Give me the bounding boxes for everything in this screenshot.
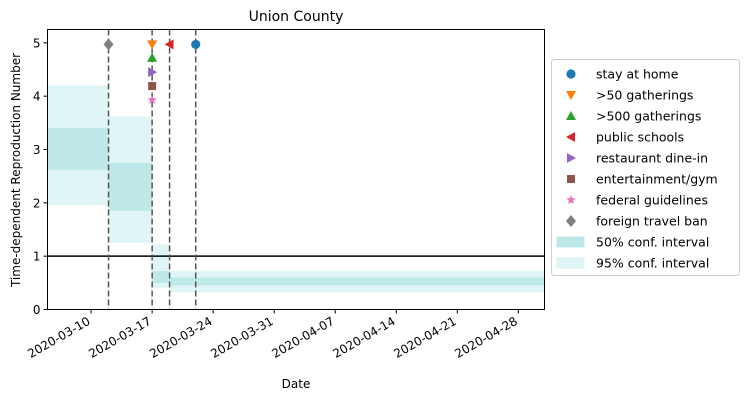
legend-label: >50 gatherings: [596, 88, 693, 103]
chart-title: Union County: [249, 9, 344, 25]
intervention-marker: [147, 94, 157, 104]
x-tick-label: 2020-04-28: [452, 314, 519, 361]
legend-label: public schools: [596, 130, 684, 145]
y-axis: 0 1 2 3 4 5: [33, 36, 48, 317]
y-tick-label: 1: [33, 250, 41, 264]
plot-frame: [47, 29, 545, 310]
y-tick-label: 5: [33, 36, 41, 50]
y-tick-label: 4: [33, 90, 41, 104]
legend-marker: [566, 91, 576, 100]
intervention-marker: [148, 82, 157, 91]
legend-ci95-swatch: [556, 257, 585, 269]
legend-label: restaurant dine-in: [596, 151, 708, 166]
legend-label: stay at home: [596, 67, 679, 82]
x-tick-label: 2020-04-14: [330, 314, 397, 361]
legend-marker: [566, 69, 576, 79]
legend-marker: [566, 111, 576, 120]
intervention-marker: [103, 38, 114, 51]
plot-area: [47, 29, 545, 310]
legend-label: >500 gatherings: [596, 109, 701, 124]
legend-label: 95% conf. interval: [596, 256, 709, 271]
legend-label: entertainment/gym: [596, 172, 718, 187]
intervention-marker: [147, 52, 158, 62]
ci50-band-segment: [152, 271, 170, 283]
x-axis-label: Date: [282, 377, 311, 391]
y-tick-label: 0: [33, 303, 41, 317]
legend-marker: [566, 215, 576, 227]
ci50-band-segment: [108, 162, 153, 211]
x-tick-label: 2020-03-10: [25, 314, 92, 361]
legend-marker: [566, 132, 575, 142]
x-axis: 2020-03-102020-03-172020-03-242020-03-31…: [25, 309, 520, 361]
intervention-marker: [191, 39, 201, 50]
y-axis-label: Time-dependent Reproduction Number: [9, 53, 23, 288]
x-tick-label: 2020-03-17: [86, 314, 153, 361]
ci50-band-segment: [169, 277, 545, 286]
y-tick-label: 2: [33, 196, 41, 210]
intervention-marker: [164, 39, 174, 50]
legend-ci50-swatch: [556, 236, 585, 248]
legend-label: 50% conf. interval: [596, 235, 709, 250]
ci50-band-segment: [47, 128, 109, 170]
legend-marker: [567, 175, 575, 183]
legend-label: federal guidelines: [596, 193, 708, 208]
legend-label: foreign travel ban: [596, 214, 708, 229]
legend-marker: [567, 153, 576, 163]
legend-marker: [566, 195, 576, 205]
x-tick-label: 2020-03-31: [208, 314, 275, 361]
y-tick-label: 3: [33, 143, 41, 157]
legend-frame: [551, 59, 740, 276]
intervention-marker: [147, 40, 158, 50]
intervention-marker: [148, 67, 158, 78]
x-tick-label: 2020-04-07: [269, 314, 336, 361]
x-tick-label: 2020-04-21: [391, 314, 458, 361]
legend: stay at home >50 gatherings >500 gathering…: [551, 59, 740, 276]
x-tick-label: 2020-03-24: [147, 314, 214, 361]
